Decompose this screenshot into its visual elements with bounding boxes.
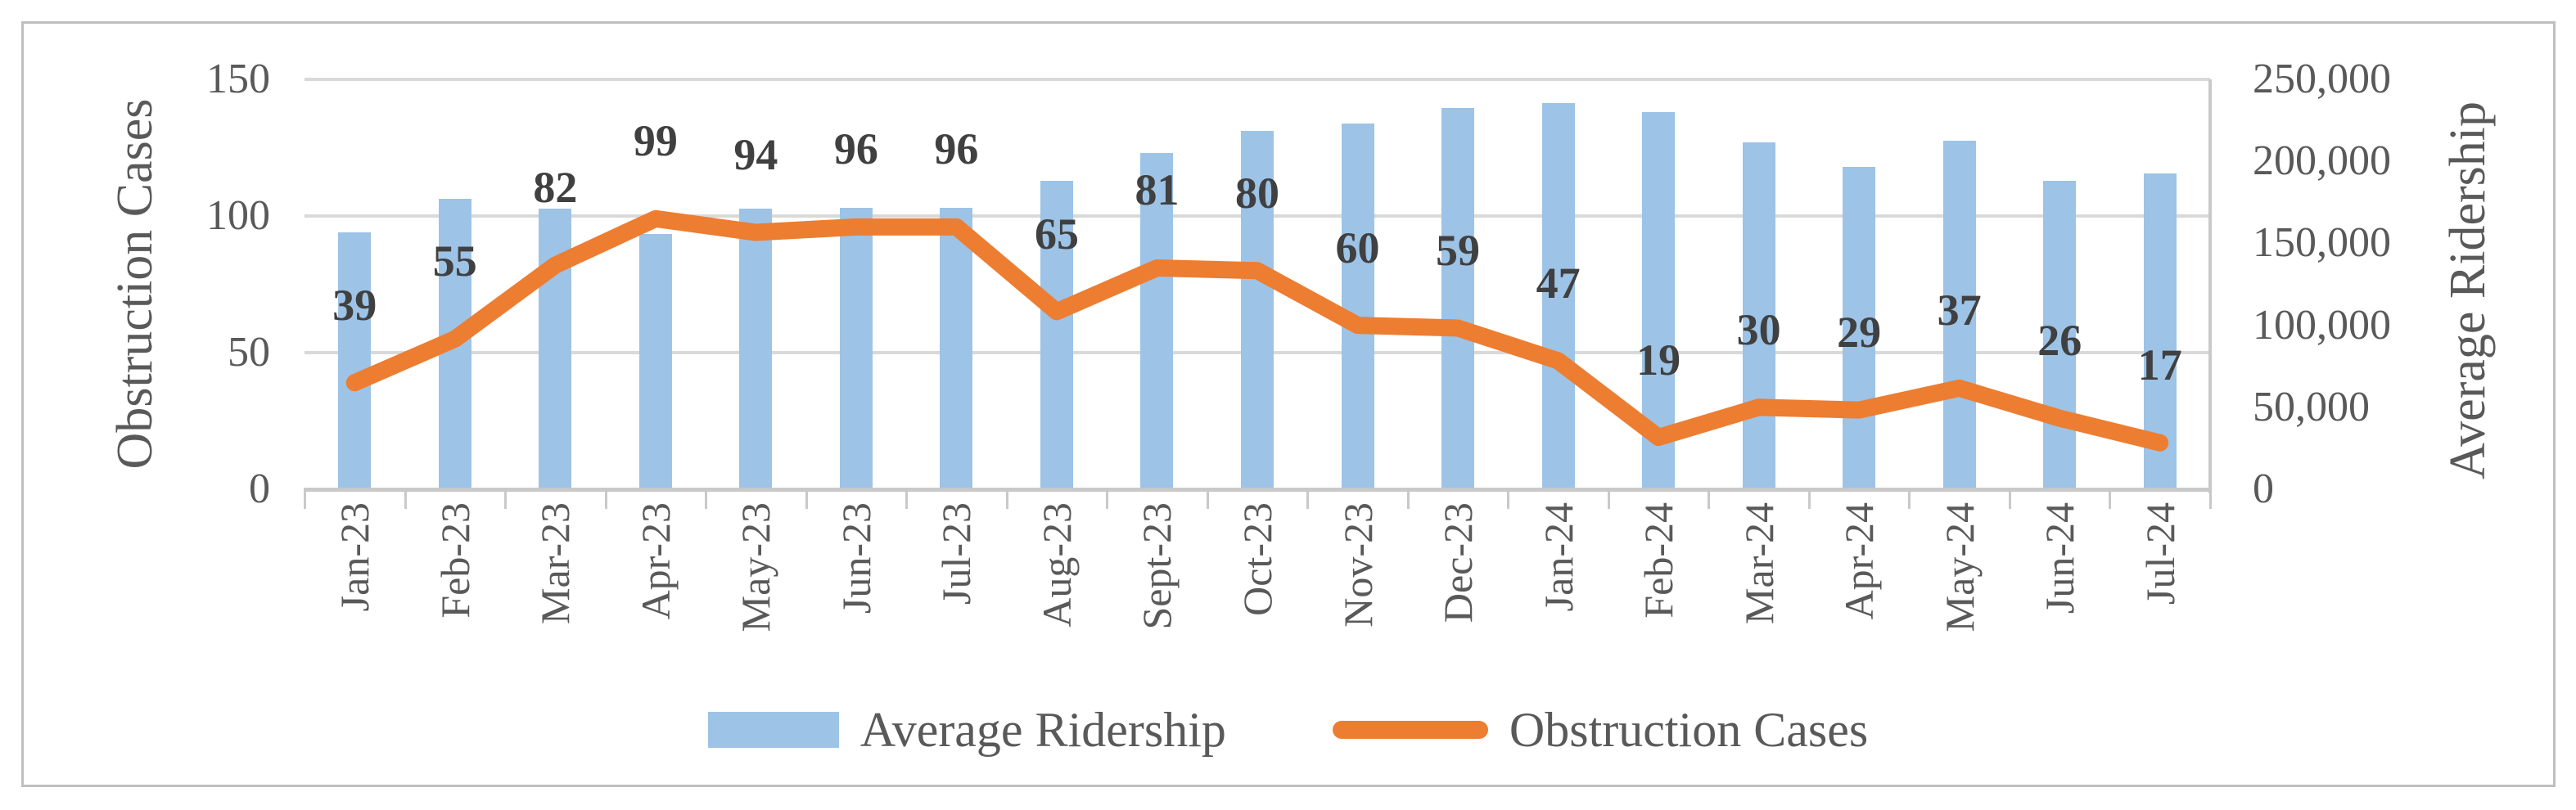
- x-axis-tick: [1306, 488, 1310, 509]
- line-swatch-icon: [1332, 721, 1488, 739]
- left-axis-tick-label: 50: [228, 329, 270, 376]
- bar-average-ridership: [1241, 131, 1274, 489]
- left-axis-tick-label: 0: [249, 466, 270, 512]
- line-data-label: 17: [2137, 340, 2182, 390]
- bar-average-ridership: [1341, 124, 1374, 489]
- line-data-label: 19: [1636, 335, 1681, 385]
- left-axis-tick-label: 100: [206, 192, 270, 239]
- x-axis-tick: [1807, 488, 1811, 509]
- line-data-label: 26: [2037, 316, 2082, 366]
- line-data-label: 99: [633, 116, 678, 166]
- line-data-label: 60: [1335, 223, 1380, 272]
- x-axis-tick: [1005, 488, 1008, 509]
- line-data-label: 30: [1736, 304, 1781, 354]
- line-data-label: 96: [833, 124, 878, 174]
- line-data-label: 65: [1034, 209, 1079, 259]
- x-axis-tick: [705, 488, 708, 509]
- x-axis-tick: [1708, 488, 1711, 509]
- legend-label-average-ridership: Average Ridership: [859, 703, 1226, 757]
- x-axis-tick: [604, 488, 607, 509]
- right-axis-line: [2208, 79, 2212, 493]
- line-data-label: 29: [1837, 308, 1882, 358]
- bar-average-ridership: [739, 209, 773, 489]
- line-data-label: 82: [533, 163, 578, 213]
- bar-average-ridership: [338, 232, 372, 489]
- right-axis-tick-label: 200,000: [2253, 137, 2391, 185]
- x-axis-tick: [2109, 488, 2112, 509]
- x-axis-tick: [1908, 488, 1911, 509]
- line-series-path: [345, 209, 2169, 452]
- x-axis-tick: [905, 488, 909, 509]
- gridline: [305, 78, 2210, 81]
- bar-average-ridership: [1140, 153, 1174, 489]
- right-axis-tick-label: 50,000: [2253, 383, 2370, 430]
- left-axis-tick-label: 150: [206, 56, 270, 102]
- line-data-label: 39: [332, 280, 377, 330]
- legend-label-obstruction-cases: Obstruction Cases: [1509, 703, 1869, 757]
- line-data-label: 47: [1536, 259, 1581, 308]
- legend: Average Ridership Obstruction Cases: [0, 697, 2576, 763]
- bar-average-ridership: [1441, 108, 1475, 489]
- x-axis-tick: [1106, 488, 1109, 509]
- x-axis-tick: [2209, 488, 2212, 509]
- line-data-label: 59: [1436, 225, 1481, 275]
- x-axis-tick: [404, 488, 407, 509]
- line-data-label: 94: [733, 130, 778, 180]
- x-axis-tick: [1607, 488, 1610, 509]
- bar-average-ridership: [1742, 142, 1775, 489]
- legend-item-average-ridership: Average Ridership: [707, 701, 1226, 758]
- x-axis-tick: [1507, 488, 1510, 509]
- bar-average-ridership: [1843, 167, 1876, 489]
- line-data-label: 96: [934, 124, 979, 174]
- bar-average-ridership: [839, 208, 873, 489]
- x-axis-tick: [1406, 488, 1410, 509]
- x-axis-tick: [504, 488, 508, 509]
- bar-average-ridership: [1040, 181, 1073, 489]
- bar-swatch-icon: [707, 712, 839, 748]
- line-data-label: 80: [1235, 168, 1279, 218]
- right-axis-tick-label: 0: [2253, 466, 2274, 512]
- line-data-label: 81: [1135, 165, 1180, 215]
- bar-average-ridership: [940, 208, 973, 489]
- x-axis-tick: [304, 488, 306, 509]
- right-axis-tick-label: 250,000: [2253, 56, 2391, 102]
- x-axis-tick: [2008, 488, 2011, 509]
- right-axis-tick-label: 100,000: [2253, 301, 2391, 349]
- right-axis-tick-label: 150,000: [2253, 219, 2391, 267]
- bar-average-ridership: [2043, 181, 2077, 489]
- bar-average-ridership: [638, 234, 672, 489]
- x-axis-tick: [805, 488, 808, 509]
- line-data-label: 55: [432, 236, 477, 286]
- legend-item-obstruction-cases: Obstruction Cases: [1332, 701, 1869, 758]
- bar-average-ridership: [1942, 141, 1976, 489]
- line-data-label: 37: [1937, 286, 1982, 335]
- x-axis-line: [305, 488, 2210, 492]
- bar-average-ridership: [1541, 103, 1575, 489]
- x-axis-tick: [1206, 488, 1209, 509]
